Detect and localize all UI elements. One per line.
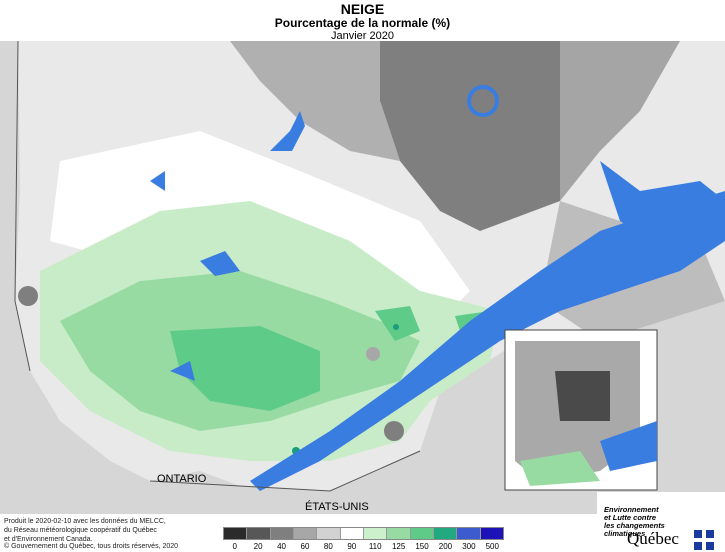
lake-mistassini — [270, 111, 305, 151]
legend-swatch — [270, 528, 294, 539]
map-canvas: ONTARIO ÉTATS-UNIS — [0, 40, 725, 514]
us-border — [149, 450, 421, 492]
legend-swatch — [363, 528, 388, 539]
very-high-snow-zone-west — [170, 326, 320, 411]
snow-map: ONTARIO ÉTATS-UNIS — [0, 40, 725, 514]
st-lawrence-river — [250, 191, 725, 491]
label-ontario: ONTARIO — [157, 473, 207, 485]
legend-tick-label: 40 — [277, 542, 286, 551]
peak-spot-1 — [393, 324, 399, 330]
manicouagan-reservoir — [467, 85, 499, 117]
lake-1 — [150, 171, 165, 191]
ministry-line-2: et Lutte contre — [604, 513, 657, 522]
credits-line-1: Produit le 2020-02-10 avec les données d… — [4, 518, 166, 525]
legend-tick-label: 200 — [438, 542, 453, 551]
legend-tick-label: 125 — [391, 542, 406, 551]
map-subtitle: Pourcentage de la normale (%) — [274, 16, 451, 30]
ministry-line-1: Environnement — [604, 505, 659, 514]
legend-swatch — [433, 528, 458, 539]
legend-swatch — [480, 528, 503, 539]
legend-swatch — [247, 528, 271, 539]
ministry-name: Environnement et Lutte contre les change… — [604, 506, 694, 538]
copyright: © Gouvernement du Québec, tous droits ré… — [4, 543, 179, 550]
fleur-de-lis-icon — [706, 542, 714, 550]
grey-zone-north — [230, 41, 400, 161]
quebec-wordmark: Québec — [627, 529, 679, 548]
legend-tick-label: 60 — [300, 542, 310, 551]
lake-2 — [200, 251, 240, 276]
legend-swatch — [224, 528, 248, 539]
legend-tick-label: 300 — [462, 542, 476, 551]
low-spot-2 — [384, 421, 404, 441]
quebec-logo: Environnement et Lutte contre les change… — [597, 492, 725, 552]
legend: 0 20 40 60 80 90 110 125 150 200 300 500 — [223, 527, 504, 552]
legend-tick-label: 500 — [485, 542, 499, 551]
map-header: NEIGE Pourcentage de la normale (%) Janv… — [0, 0, 725, 42]
ministry-line-4: climatiques — [604, 529, 646, 538]
grey-zone-northeast — [560, 41, 680, 201]
ministry-line-3: les changements — [604, 521, 665, 530]
legend-tick-label: 20 — [253, 542, 263, 551]
fleur-de-lis-icon — [694, 542, 702, 550]
map-title: NEIGE — [340, 1, 385, 17]
legend-swatch — [340, 528, 364, 539]
legend-tick-label: 110 — [368, 542, 382, 551]
legend-bar — [223, 527, 504, 540]
legend-tick-label: 80 — [323, 542, 333, 551]
legend-tick-label: 150 — [415, 542, 429, 551]
very-high-snow-zone-east — [375, 306, 420, 341]
label-usa: ÉTATS-UNIS — [305, 500, 369, 513]
inset-dark-zone — [555, 371, 610, 421]
lake-3 — [170, 361, 195, 381]
legend-swatch — [293, 528, 318, 539]
credits-line-3: et d'Environnement Canada. — [4, 536, 93, 543]
legend-tick-label: 0 — [232, 542, 237, 551]
fleur-de-lis-icon — [694, 530, 702, 538]
legend-swatch — [410, 528, 434, 539]
inset-green-zone — [520, 451, 600, 486]
low-spot-3 — [18, 286, 38, 306]
fleur-de-lis-icon — [706, 530, 714, 538]
ontario-border — [14, 40, 31, 372]
legend-swatch — [457, 528, 481, 539]
legend-ticks: 0 20 40 60 80 90 110 125 150 200 300 500 — [223, 540, 504, 552]
credits-line-2: du Réseau météorologique coopératif du Q… — [4, 527, 157, 534]
legend-swatch — [317, 528, 341, 539]
low-spot-1 — [366, 347, 380, 361]
dark-zone-north — [380, 41, 560, 231]
legend-swatch — [387, 528, 411, 539]
credits-block: Produit le 2020-02-10 avec les données d… — [4, 517, 166, 544]
map-date: Janvier 2020 — [331, 30, 394, 42]
legend-tick-label: 90 — [347, 542, 357, 551]
gulf-of-st-lawrence — [600, 161, 725, 241]
inset-water — [600, 421, 657, 471]
